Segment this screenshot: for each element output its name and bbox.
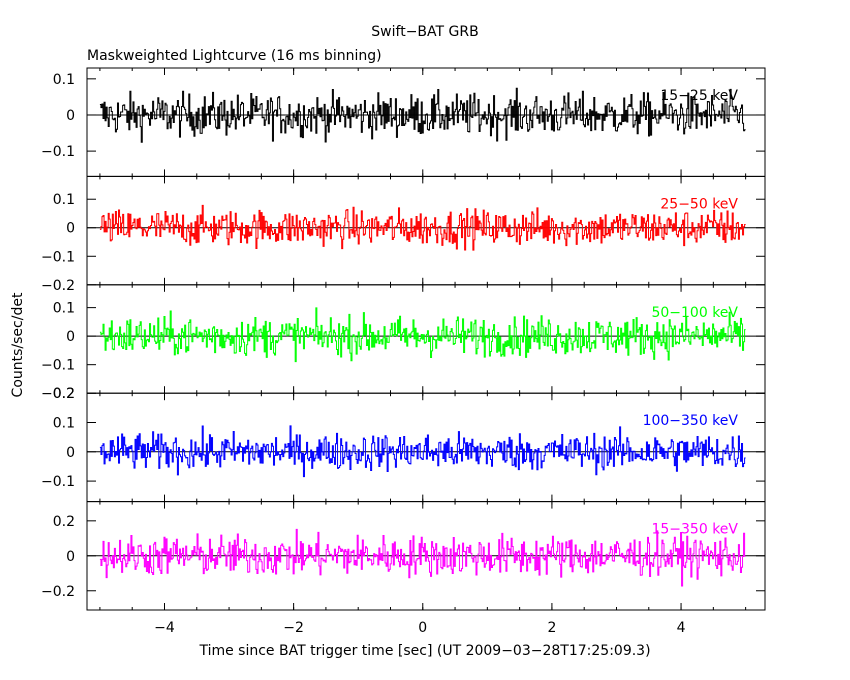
x-tick-label: 4 bbox=[677, 620, 686, 636]
x-tick-label: 0 bbox=[418, 620, 427, 636]
panel-1: −0.1 0 0.1 15−25 keV bbox=[41, 67, 766, 177]
y-tick-label: −0.2 bbox=[41, 386, 75, 402]
panels-group: −0.100.115−25 keV−0.2−0.100.1 25−50 keV−0… bbox=[41, 67, 766, 636]
x-tick-label: −4 bbox=[154, 620, 175, 636]
y-tick-label: −0.1 bbox=[41, 144, 75, 160]
series-line bbox=[99, 87, 746, 143]
y-tick-label: 0.1 bbox=[53, 301, 75, 317]
y-tick-label: 0 bbox=[66, 329, 75, 345]
y-tick-label: 0.1 bbox=[53, 72, 75, 88]
panel-3: −0.2 −0.1 0 0.1 50−100 keV bbox=[41, 284, 766, 402]
series-line bbox=[99, 425, 746, 478]
x-tick-label: 2 bbox=[547, 620, 556, 636]
x-tick-label: −2 bbox=[283, 620, 304, 636]
y-tick-label: 0 bbox=[66, 108, 75, 124]
band-label: 15−25 keV bbox=[660, 88, 738, 104]
panel-2: −0.2 −0.1 0 0.1 25−50 keV bbox=[41, 175, 766, 294]
band-label: 25−50 keV bbox=[660, 196, 738, 212]
y-tick-label: 0 bbox=[66, 221, 75, 237]
x-axis-label: Time since BAT trigger time [sec] (UT 20… bbox=[198, 643, 650, 659]
band-label: 15−350 keV bbox=[651, 522, 738, 538]
y-tick-label: −0.1 bbox=[41, 249, 75, 265]
band-label: 50−100 keV bbox=[651, 305, 738, 321]
panel-frame bbox=[86, 67, 766, 177]
y-tick-label: 0.1 bbox=[53, 192, 75, 208]
panel-5: −0.2 0 0.2 15−350 keV bbox=[41, 501, 766, 611]
y-tick-label: 0.2 bbox=[53, 514, 75, 530]
y-tick-label: 0 bbox=[66, 445, 75, 461]
y-tick-label: 0.2 bbox=[53, 386, 75, 402]
y-tick-label: −0.2 bbox=[41, 278, 75, 294]
chart-title: Swift−BAT GRB bbox=[371, 24, 478, 40]
y-tick-label: 0.1 bbox=[53, 415, 75, 431]
y-tick-label: −0.1 bbox=[41, 358, 75, 374]
y-axis-label: Counts/sec/det bbox=[10, 292, 26, 397]
chart-subtitle: Maskweighted Lightcurve (16 ms binning) bbox=[87, 48, 382, 64]
panel-4: −0.1 0 0.1 0.2 100−350 keV bbox=[41, 386, 766, 503]
series-line bbox=[99, 204, 746, 251]
y-tick-label: −0.1 bbox=[41, 474, 75, 490]
band-label: 100−350 keV bbox=[643, 413, 739, 429]
series-line bbox=[99, 307, 746, 363]
y-tick-label: −0.2 bbox=[41, 584, 75, 600]
y-tick-label: 0 bbox=[66, 549, 75, 565]
series-line bbox=[99, 528, 746, 587]
